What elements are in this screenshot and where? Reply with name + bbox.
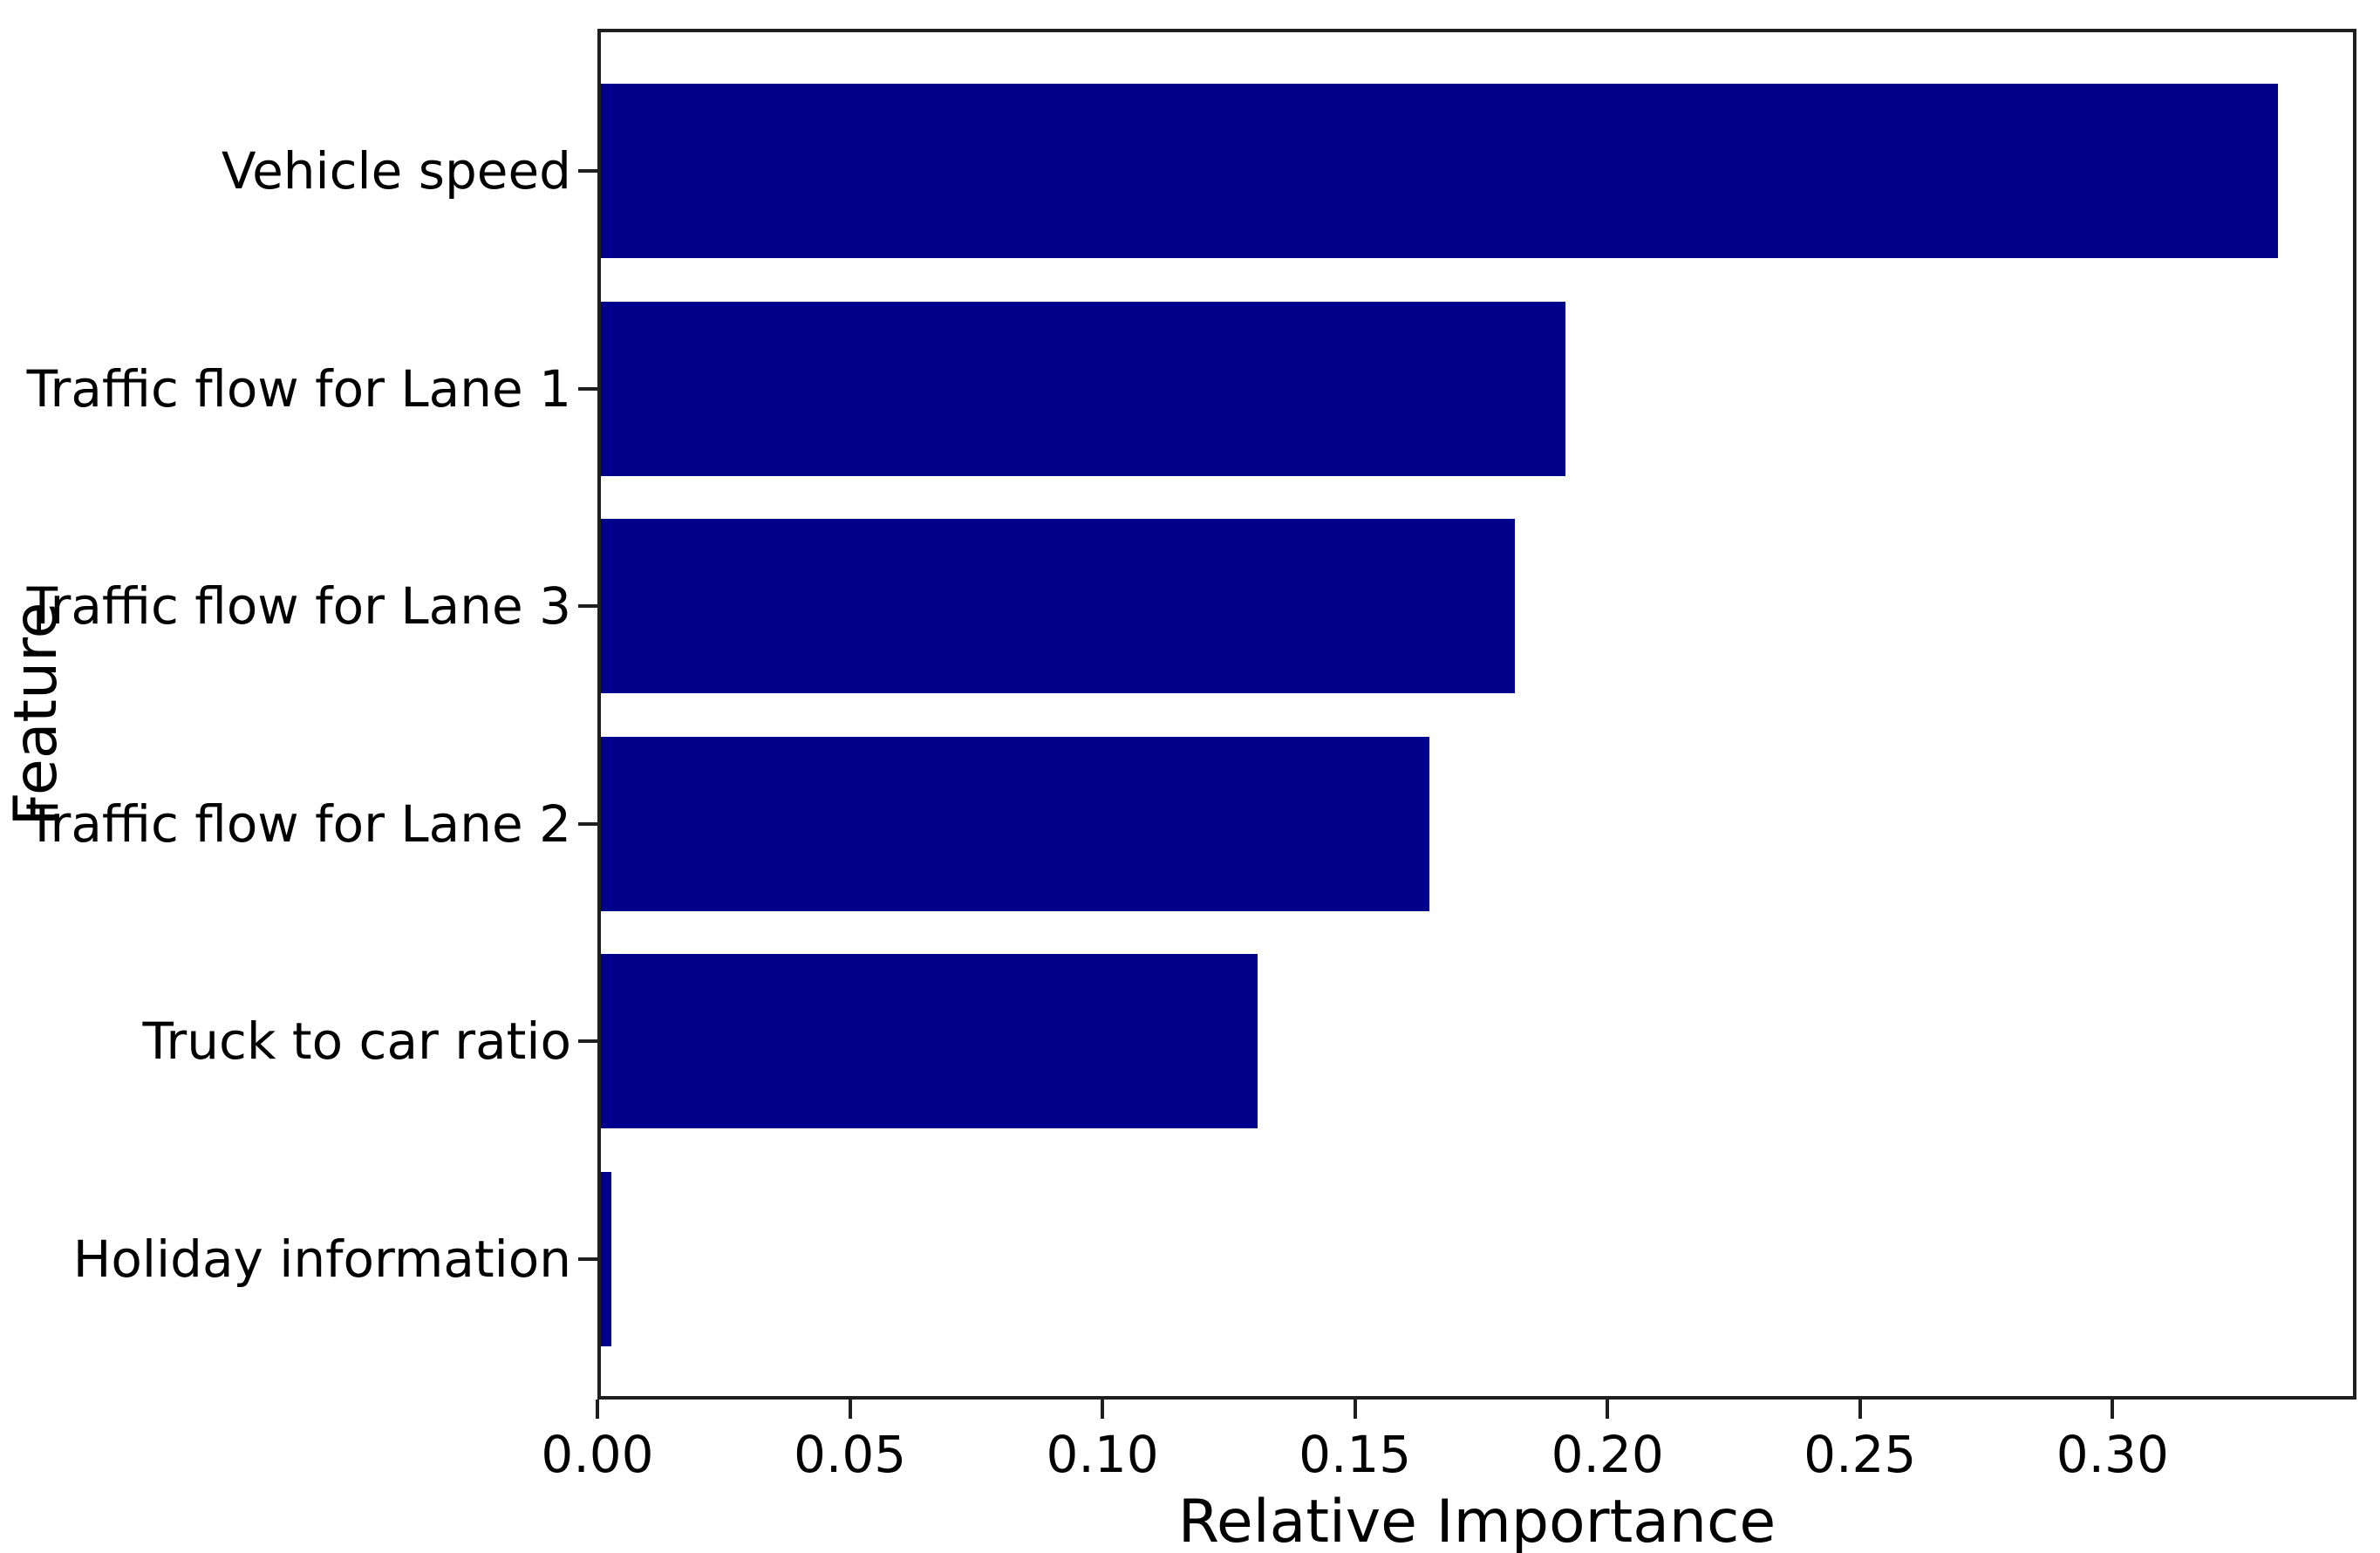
bar-vehicle-speed (601, 84, 2278, 258)
bar-traffic-flow-for-lane-2 (601, 736, 1429, 911)
x-tick-label: 0.20 (1551, 1425, 1664, 1484)
y-tick-mark (578, 821, 597, 826)
x-tick-mark (1353, 1400, 1357, 1419)
x-tick-mark (596, 1400, 599, 1419)
y-tick-mark (578, 604, 597, 609)
bar-traffic-flow-for-lane-3 (601, 519, 1515, 694)
x-tick-mark (2111, 1400, 2115, 1419)
y-tick-label: Truck to car ratio (142, 1011, 571, 1072)
y-tick-label: Holiday information (72, 1229, 571, 1289)
x-tick-label: 0.25 (1804, 1425, 1917, 1484)
x-tick-mark (1101, 1400, 1105, 1419)
bar-holiday-information (601, 1172, 611, 1346)
x-tick-mark (1606, 1400, 1610, 1419)
x-tick-label: 0.00 (541, 1425, 654, 1484)
x-tick-label: 0.10 (1046, 1425, 1159, 1484)
y-tick-mark (578, 1257, 597, 1261)
x-tick-label: 0.30 (2056, 1425, 2169, 1484)
plot-area (597, 29, 2356, 1400)
y-tick-label: Traffic flow for Lane 3 (26, 576, 571, 637)
x-tick-label: 0.05 (793, 1425, 907, 1484)
y-tick-mark (578, 386, 597, 391)
y-tick-label: Traffic flow for Lane 2 (26, 794, 571, 854)
x-axis-label: Relative Importance (1177, 1488, 1776, 1553)
x-tick-mark (1858, 1400, 1862, 1419)
y-tick-label: Vehicle speed (221, 141, 571, 201)
y-tick-label: Traffic flow for Lane 1 (26, 358, 571, 419)
y-tick-mark (578, 169, 597, 173)
bar-traffic-flow-for-lane-1 (601, 301, 1565, 476)
y-tick-mark (578, 1039, 597, 1044)
x-tick-mark (848, 1400, 852, 1419)
bar-truck-to-car-ratio (601, 954, 1258, 1129)
x-tick-label: 0.15 (1299, 1425, 1412, 1484)
